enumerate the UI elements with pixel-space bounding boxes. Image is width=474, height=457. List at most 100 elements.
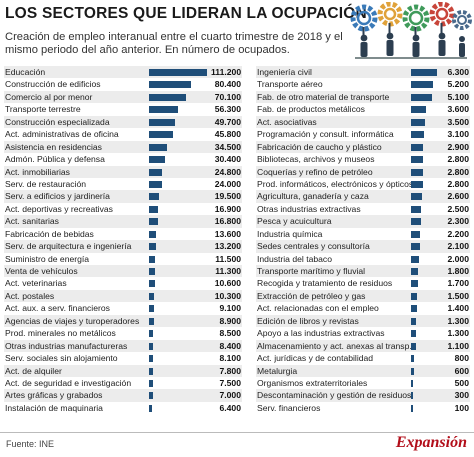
value-label: 7.800 [219,365,241,376]
chart-row: Serv. sociales sin alojamiento 8.100 [4,352,242,364]
value-label: 70.100 [214,91,241,102]
gear-icon [377,2,403,27]
chart-row: Act. inmobiliarias 24.800 [4,165,242,178]
bar [411,180,423,188]
value-label: 5.100 [447,91,469,102]
category-label: Fab. de otro material de transporte [257,91,390,102]
value-label: 2.800 [447,166,469,177]
bar [149,342,154,350]
value-label: 6.300 [447,67,469,77]
category-label: Act. asociativas [257,116,317,127]
category-label: Act. postales [5,290,55,301]
chart-row: Transporte terrestre 56.300 [4,103,242,115]
bar [411,292,418,300]
value-label: 100 [454,402,469,413]
chart-row: Organismos extraterritoriales 500 [256,377,470,389]
chart-row: Prod. informáticos, electrónicos y óptic… [256,178,470,190]
chart-row: Act. sanitarias 16.800 [4,215,242,228]
value-label: 2.200 [447,228,469,239]
bar [149,255,155,263]
category-label: Act. administrativas de oficina [5,129,119,140]
chart-left-column: Educación 111.200 Construcción de edificio… [4,66,242,414]
category-label: Construcción de edificios [5,79,101,90]
category-label: Fabricación de caucho y plástico [257,141,382,152]
chart-row: Act. aux. a serv. financieros 9.100 [4,302,242,314]
chart-row: Serv. de restauración 24.000 [4,178,242,190]
bar [149,81,191,89]
chart-row: Fabricación de bebidas 13.600 [4,228,242,240]
chart-row: Fab. de otro material de transporte 5.100 [256,90,470,104]
bar [411,93,432,101]
chart-row: Act. de seguridad e investigación 7.500 [4,377,242,389]
value-label: 3.100 [447,129,469,140]
people-silhouettes [355,23,467,59]
bar [149,93,186,101]
category-label: Industria del tabaco [257,253,333,264]
category-label: Venta de vehículos [5,266,78,276]
value-label: 13.600 [214,228,241,239]
value-label: 1.500 [447,290,469,301]
value-label: 3.600 [447,104,469,115]
page-title: LOS SECTORES QUE LIDERAN LA OCUPACIÓN [5,5,367,22]
category-label: Act. inmobiliarias [5,166,70,177]
category-label: Act. relacionadas con el empleo [257,303,379,314]
chart-row: Instalación de maquinaria 6.400 [4,402,242,414]
chart-row: Educación 111.200 [4,66,242,79]
category-label: Organismos extraterritoriales [257,377,368,388]
bar [149,131,173,139]
bar [411,143,423,151]
chart-row: Serv. a edificios y jardinería 19.500 [4,190,242,203]
value-label: 1.100 [447,340,469,351]
value-label: 1.400 [447,303,469,314]
value-label: 80.400 [214,79,241,90]
value-label: 11.500 [215,253,241,264]
category-label: Edición de libros y revistas [257,315,359,326]
gear-icon [429,2,455,27]
category-label: Educación [5,67,46,77]
bar [411,131,424,139]
value-label: 13.200 [214,241,241,252]
bar [149,392,153,400]
value-label: 111.200 [211,67,242,77]
bar [411,342,416,350]
bar [149,317,154,325]
chart-row: Asistencia en residencias 34.500 [4,140,242,154]
chart-row: Act. relacionadas con el empleo 1.400 [256,302,470,314]
page-subtitle: Creación de empleo interanual entre el c… [5,31,343,56]
value-label: 2.100 [447,241,469,252]
chart-row: Act. asociativas 3.500 [256,115,470,129]
category-label: Act. de seguridad e investigación [5,377,132,388]
bar [411,81,433,89]
value-label: 11.300 [215,266,241,276]
value-label: 10.300 [214,290,241,301]
bar [411,330,417,338]
chart-row: Descontaminación y gestión de residuos 30… [256,389,470,402]
chart-row: Otras industrias extractivas 2.500 [256,203,470,215]
value-label: 600 [454,365,469,376]
category-label: Agencias de viajes y turoperadores [5,315,140,326]
value-label: 24.000 [214,178,241,189]
value-label: 24.800 [214,166,241,177]
value-label: 16.800 [214,216,241,227]
gears-people-illustration [350,2,472,59]
category-label: Serv. a edificios y jardinería [5,191,110,202]
chart-row: Prod. minerales no metálicos 8.500 [4,327,242,339]
chart-row: Serv. financieros 100 [256,402,470,414]
bar [149,180,162,188]
bar [149,205,158,213]
bar [411,193,422,201]
value-label: 8.900 [219,315,241,326]
bar [411,280,418,288]
chart-right-column: Ingeniería civil 6.300 Transporte aéreo 5.2… [256,66,470,414]
value-label: 300 [454,390,469,401]
value-label: 1.300 [447,315,469,326]
bar [411,379,414,387]
ranking-chart: Educación 111.200 Construcción de edificio… [0,66,474,428]
chart-row: Transporte marítimo y fluvial 1.800 [256,265,470,278]
value-label: 1.800 [447,266,469,276]
bar [149,69,207,76]
value-label: 2.300 [447,216,469,227]
chart-row: Industria del tabaco 2.000 [256,253,470,265]
bar [149,305,154,313]
value-label: 2.800 [447,178,469,189]
